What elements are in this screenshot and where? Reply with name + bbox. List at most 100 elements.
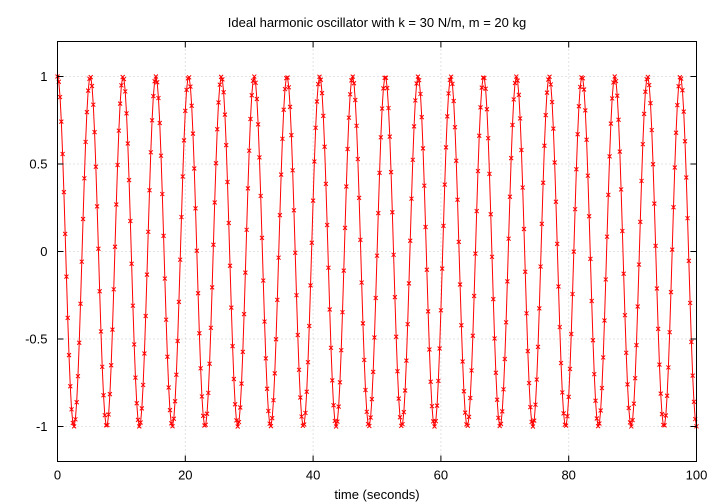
data-point-marker	[162, 276, 168, 281]
data-point-marker	[83, 139, 88, 145]
data-point-marker	[622, 312, 628, 318]
data-point-marker	[313, 125, 319, 131]
data-point-marker	[602, 318, 607, 323]
data-point-marker	[593, 398, 598, 404]
data-point-marker	[62, 231, 68, 237]
data-point-marker	[448, 74, 454, 80]
data-point-marker	[470, 333, 476, 339]
data-point-marker	[539, 221, 545, 227]
data-point-marker	[457, 282, 463, 287]
data-point-marker	[540, 180, 546, 186]
data-point-marker	[469, 368, 474, 373]
data-point-marker	[296, 367, 302, 373]
data-point-marker	[604, 234, 610, 240]
data-point-marker	[326, 265, 331, 271]
data-point-marker	[90, 102, 96, 108]
data-point-marker	[67, 383, 73, 389]
data-point-marker	[306, 323, 312, 329]
data-point-marker	[168, 420, 174, 426]
data-point-marker	[406, 281, 412, 286]
data-point-marker	[621, 271, 627, 277]
data-point-marker	[292, 250, 298, 256]
data-point-marker	[637, 219, 643, 225]
data-point-marker	[295, 332, 301, 338]
data-point-marker	[174, 372, 179, 378]
data-point-marker	[73, 416, 78, 422]
data-point-marker	[586, 213, 592, 219]
data-point-marker	[442, 182, 448, 187]
data-point-marker	[323, 181, 329, 187]
data-point-marker	[462, 410, 468, 415]
data-point-marker	[618, 187, 624, 192]
data-point-marker	[369, 396, 375, 402]
data-point-marker	[634, 342, 639, 348]
data-point-marker	[529, 419, 534, 425]
data-point-marker	[672, 165, 678, 170]
data-point-marker	[208, 325, 214, 331]
data-point-marker	[484, 106, 490, 112]
series-oscillator	[55, 74, 699, 429]
data-point-marker	[180, 174, 186, 179]
data-point-marker	[103, 422, 109, 428]
data-point-marker	[547, 74, 552, 80]
data-point-marker	[636, 262, 642, 267]
data-point-marker	[496, 415, 501, 421]
data-point-marker	[220, 77, 225, 82]
data-point-marker	[121, 76, 127, 82]
data-point-marker	[373, 295, 379, 301]
data-point-marker	[97, 288, 103, 294]
data-point-marker	[444, 114, 450, 119]
data-point-marker	[609, 96, 615, 101]
data-point-marker	[343, 184, 349, 189]
data-point-marker	[467, 395, 473, 401]
data-point-marker	[666, 365, 671, 370]
data-point-marker	[409, 196, 414, 202]
data-point-marker	[358, 237, 363, 243]
data-point-marker	[423, 224, 428, 230]
data-point-marker	[116, 128, 122, 134]
data-point-marker	[543, 112, 549, 118]
data-point-marker	[485, 135, 491, 141]
data-point-marker	[122, 89, 128, 94]
data-point-marker	[434, 403, 440, 408]
data-point-marker	[166, 385, 172, 390]
data-point-marker	[209, 284, 215, 290]
data-point-marker	[574, 166, 579, 172]
data-point-marker	[64, 274, 69, 279]
data-point-marker	[170, 423, 175, 429]
data-point-marker	[188, 84, 193, 89]
data-point-marker	[197, 330, 202, 336]
data-point-marker	[600, 355, 606, 360]
data-point-marker	[567, 366, 573, 372]
data-point-marker	[179, 214, 184, 220]
data-point-marker	[237, 405, 243, 410]
data-point-marker	[535, 344, 541, 350]
data-point-marker	[352, 97, 358, 103]
data-point-marker	[243, 270, 248, 275]
data-point-marker	[262, 319, 267, 324]
data-point-marker	[61, 189, 67, 195]
data-point-marker	[612, 74, 618, 79]
data-point-marker	[156, 95, 161, 101]
data-point-marker	[338, 347, 344, 353]
data-point-marker	[104, 422, 110, 428]
data-point-marker	[646, 82, 652, 88]
series-line	[57, 74, 697, 429]
data-point-marker	[533, 402, 538, 408]
data-point-marker	[268, 423, 274, 429]
data-point-marker	[58, 119, 64, 125]
data-point-marker	[506, 236, 511, 242]
data-point-marker	[191, 166, 197, 171]
data-point-marker	[614, 93, 620, 99]
data-point-marker	[508, 155, 514, 161]
data-point-marker	[374, 253, 380, 259]
data-point-marker	[254, 96, 260, 102]
data-point-marker	[411, 124, 417, 129]
data-point-marker	[200, 413, 206, 419]
data-point-marker	[80, 216, 86, 222]
data-point-marker	[515, 78, 520, 83]
data-point-marker	[571, 249, 577, 254]
data-point-marker	[674, 102, 680, 108]
data-point-marker	[266, 408, 271, 414]
data-point-marker	[424, 267, 430, 273]
